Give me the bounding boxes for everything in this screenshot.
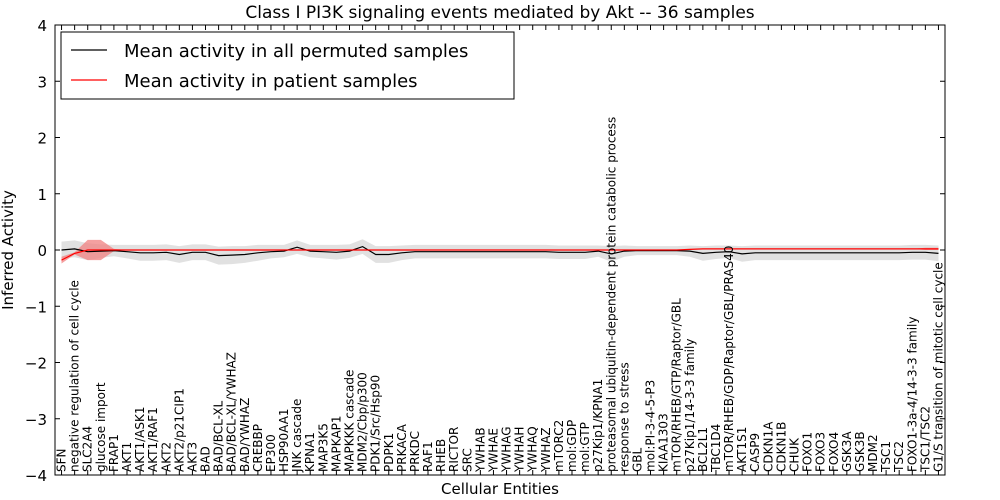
x-tick-label: MDM2	[866, 434, 880, 472]
x-tick-label: mol:GTP	[578, 422, 592, 472]
y-tick-label: −4	[25, 467, 47, 485]
axis-ticks: −4 −3 −2 −1 0 1 2 3 4	[25, 17, 945, 485]
x-tick-label: GBL	[630, 447, 644, 472]
x-tick-label: BAD/BCL-XL/YWHAZ	[225, 352, 239, 472]
x-tick-label: SFN	[55, 449, 69, 473]
x-tick-label: YWHAH	[513, 427, 527, 473]
x-tick-label: CDKN1B	[774, 422, 788, 472]
x-tick-label: RICTOR	[447, 427, 461, 472]
x-tick-label: proteasomal ubiquitin-dependent protein …	[604, 117, 618, 472]
x-tick-label: AKT2	[159, 442, 173, 472]
y-tick-label: 2	[37, 130, 47, 148]
x-tick-label: CHUK	[788, 437, 802, 472]
x-tick-label: PRKDC	[408, 431, 422, 472]
x-tick-label: glucose import	[94, 382, 108, 472]
x-tick-label: AKT1	[120, 442, 134, 472]
legend-label-permuted: Mean activity in all permuted samples	[124, 41, 468, 62]
x-tick-label: SLC2A4	[81, 426, 95, 472]
x-tick-label: MAPKAP1	[329, 415, 343, 472]
y-tick-label: −3	[25, 411, 47, 429]
x-tick-label: p27Kip1/14-3-3 family	[683, 339, 697, 472]
x-tick-label: KIAA1303	[657, 413, 671, 472]
x-tick-label: AKT1/RAF1	[146, 407, 160, 472]
x-tick-label: AKT2/p21CIP1	[172, 388, 186, 472]
x-tick-label: YWHAE	[487, 428, 501, 473]
x-tick-label: RAF1	[421, 441, 435, 472]
x-tick-label: PDPK1	[382, 433, 396, 472]
x-tick-label: BAD	[199, 446, 213, 472]
x-tick-label: YWHAB	[473, 427, 487, 473]
legend-box	[60, 31, 515, 100]
x-tick-label: JNK cascade	[290, 399, 304, 473]
x-axis-label: Cellular Entities	[441, 480, 559, 498]
x-tick-label: MAP3K5	[316, 423, 330, 472]
y-tick-label: −1	[25, 298, 47, 316]
y-tick-label: 3	[37, 73, 47, 91]
x-tick-label: PRKACA	[395, 423, 409, 472]
x-tick-label: HSP90AA1	[277, 408, 291, 472]
x-tick-label: EP300	[264, 434, 278, 472]
x-tick-label: FOXO1-3a-4/14-3-3 family	[905, 317, 919, 473]
x-tick-label: FRAP1	[107, 434, 121, 472]
x-tick-label: MDM2/Cbp/p300	[356, 372, 370, 472]
series-lines	[61, 245, 939, 261]
x-tick-label: AKT1S1	[735, 427, 749, 472]
x-tick-label: TSC2	[892, 441, 906, 473]
x-tick-label: p27Kip1/KPNA1	[591, 379, 605, 472]
x-tick-label: mTOR/RHEB/GTP/Raptor/GBL	[670, 298, 684, 472]
chart-title: Class I PI3K signaling events mediated b…	[245, 3, 754, 23]
plot-frame	[54, 24, 946, 476]
x-tick-label: mol:GDP	[565, 420, 579, 472]
x-tick-label: TBC1D4	[709, 424, 723, 473]
x-tick-label: TSC1/TSC2	[918, 406, 932, 473]
y-tick-label: −2	[25, 355, 47, 373]
x-tick-label: GSK3B	[853, 431, 867, 472]
x-tick-label: BCL2L1	[696, 427, 710, 472]
x-tick-label: KPNA1	[303, 432, 317, 472]
x-tick-label: FOXO3	[814, 432, 828, 472]
x-tick-label: GSK3A	[840, 431, 854, 472]
x-tick-label: mTOR/RHEB/GDP/Raptor/GBL/PRAS40	[722, 246, 736, 472]
y-tick-label: 4	[37, 17, 47, 35]
x-tick-label: YWHAQ	[526, 426, 540, 473]
x-tick-label: MAPKKK cascade	[343, 370, 357, 472]
x-tick-label: mTORC2	[552, 420, 566, 472]
x-tick-label: AKT3	[185, 442, 199, 472]
x-tick-label: response to stress	[617, 362, 631, 472]
y-axis-label: Inferred Activity	[0, 190, 17, 310]
x-tick-label: AKT1/ASK1	[133, 407, 147, 472]
x-tick-label: CDKN1A	[761, 421, 775, 472]
x-tick-label: mol:PI-3-4-5-P3	[644, 380, 658, 472]
y-tick-label: 1	[37, 186, 47, 204]
y-tick-label: 0	[37, 242, 47, 260]
x-tick-label: YWHAG	[500, 426, 514, 473]
x-tick-label: G1/S transition of mitotic cell cycle	[932, 262, 946, 472]
x-tick-label: BAD/YWHAZ	[238, 398, 252, 472]
x-tick-label: SRC	[460, 448, 474, 472]
x-tick-labels: SFN negative regulation of cell cycle SLC2…	[55, 117, 946, 473]
x-tick-label: BAD/BCL-XL	[212, 400, 226, 472]
x-tick-label: TSC1	[879, 441, 893, 473]
x-tick-label: YWHAZ	[539, 427, 553, 473]
x-tick-label: FOXO4	[827, 432, 841, 472]
x-tick-label: CREBBP	[251, 424, 265, 472]
x-tick-label: CASP9	[748, 433, 762, 472]
x-tick-label: FOXO1	[801, 432, 815, 472]
legend: Mean activity in all permuted samples Me…	[60, 31, 515, 100]
x-tick-label: PDK1/Src/Hsp90	[369, 375, 383, 472]
x-tick-label: RHEB	[434, 439, 448, 472]
x-tick-label: negative regulation of cell cycle	[68, 280, 82, 472]
patient-series-line	[61, 248, 939, 261]
permuted-series-line	[61, 245, 939, 257]
legend-label-patient: Mean activity in patient samples	[124, 71, 418, 92]
